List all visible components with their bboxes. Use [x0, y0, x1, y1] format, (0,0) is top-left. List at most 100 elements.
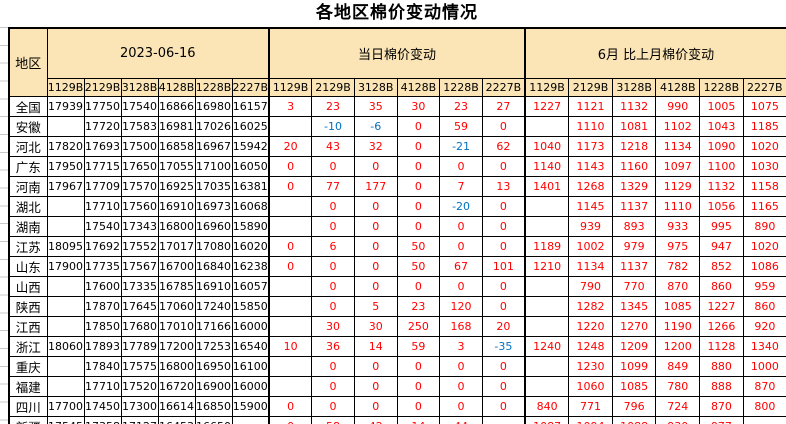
- price-cell[interactable]: 17335: [120, 275, 159, 297]
- daily-change-cell[interactable]: 0: [481, 275, 526, 297]
- price-cell[interactable]: 16960: [194, 215, 233, 237]
- monthly-change-cell[interactable]: 1056: [699, 195, 744, 217]
- price-cell[interactable]: 17735: [83, 255, 122, 277]
- price-cell[interactable]: 16980: [194, 95, 233, 117]
- daily-change-cell[interactable]: 250: [396, 315, 441, 337]
- monthly-change-cell[interactable]: 1137: [611, 255, 657, 277]
- group-header-date[interactable]: 2023-06-16: [46, 27, 270, 79]
- monthly-change-cell[interactable]: 1102: [655, 115, 701, 137]
- monthly-change-cell[interactable]: 1060: [568, 375, 613, 397]
- monthly-change-cell[interactable]: 880: [699, 355, 744, 377]
- daily-change-cell[interactable]: 0: [268, 235, 313, 257]
- monthly-change-cell[interactable]: 1043: [699, 115, 744, 137]
- price-cell[interactable]: 16981: [157, 115, 196, 137]
- price-cell[interactable]: 17358: [83, 415, 122, 424]
- daily-change-cell[interactable]: 0: [311, 155, 355, 177]
- monthly-change-cell[interactable]: [523, 295, 570, 317]
- column-header-date-1129b[interactable]: 1129B: [46, 77, 85, 97]
- price-cell[interactable]: 16910: [157, 195, 196, 217]
- price-cell[interactable]: 16925: [157, 175, 196, 197]
- price-cell[interactable]: 16614: [157, 395, 196, 417]
- daily-change-cell[interactable]: 0: [439, 375, 483, 397]
- monthly-change-cell[interactable]: 947: [699, 235, 744, 257]
- monthly-change-cell[interactable]: 1094: [568, 415, 613, 424]
- monthly-change-cell[interactable]: 1158: [742, 175, 786, 197]
- daily-change-cell[interactable]: -10: [311, 115, 355, 137]
- daily-change-cell[interactable]: 0: [268, 395, 313, 417]
- daily-change-cell[interactable]: 0: [353, 375, 398, 397]
- price-cell[interactable]: 17343: [120, 215, 159, 237]
- monthly-change-cell[interactable]: 849: [655, 355, 701, 377]
- column-header-date-3128b[interactable]: 3128B: [120, 77, 159, 97]
- column-header-monthly-4128b[interactable]: 4128B: [655, 77, 701, 97]
- daily-change-cell[interactable]: 0: [311, 275, 355, 297]
- daily-change-cell[interactable]: 30: [353, 315, 398, 337]
- price-cell[interactable]: 16238: [231, 255, 270, 277]
- price-cell[interactable]: [46, 275, 85, 297]
- price-cell[interactable]: 16866: [157, 95, 196, 117]
- daily-change-cell[interactable]: [481, 415, 526, 424]
- daily-change-cell[interactable]: 0: [396, 195, 441, 217]
- region-cell[interactable]: 新疆: [8, 415, 48, 424]
- monthly-change-cell[interactable]: 990: [655, 95, 701, 117]
- price-cell[interactable]: 17500: [120, 135, 159, 157]
- daily-change-cell[interactable]: 0: [353, 155, 398, 177]
- daily-change-cell[interactable]: 32: [353, 135, 398, 157]
- daily-change-cell[interactable]: -35: [481, 335, 526, 357]
- group-header-monthly-change[interactable]: 6月 比上月棉价变动: [523, 27, 786, 79]
- region-cell[interactable]: 山东: [8, 255, 48, 277]
- daily-change-cell[interactable]: 0: [353, 215, 398, 237]
- price-cell[interactable]: [46, 195, 85, 217]
- price-cell[interactable]: 17450: [83, 395, 122, 417]
- price-cell[interactable]: 17709: [83, 175, 122, 197]
- monthly-change-cell[interactable]: 1345: [611, 295, 657, 317]
- monthly-change-cell[interactable]: 840: [523, 395, 570, 417]
- price-cell[interactable]: 17967: [46, 175, 85, 197]
- monthly-change-cell[interactable]: 1140: [523, 155, 570, 177]
- daily-change-cell[interactable]: 0: [481, 375, 526, 397]
- price-cell[interactable]: 17026: [194, 115, 233, 137]
- daily-change-cell[interactable]: 0: [311, 195, 355, 217]
- price-cell[interactable]: 17200: [157, 335, 196, 357]
- daily-change-cell[interactable]: 14: [353, 335, 398, 357]
- daily-change-cell[interactable]: 0: [481, 355, 526, 377]
- region-cell[interactable]: 福建: [8, 375, 48, 397]
- column-header-date-1228b[interactable]: 1228B: [194, 77, 233, 97]
- monthly-change-cell[interactable]: [523, 375, 570, 397]
- daily-change-cell[interactable]: [268, 375, 313, 397]
- column-header-daily-1129b[interactable]: 1129B: [268, 77, 313, 97]
- region-cell[interactable]: 湖南: [8, 215, 48, 237]
- column-header-daily-4128b[interactable]: 4128B: [396, 77, 441, 97]
- daily-change-cell[interactable]: 0: [481, 155, 526, 177]
- price-cell[interactable]: 17240: [194, 295, 233, 317]
- price-cell[interactable]: 17055: [157, 155, 196, 177]
- region-cell[interactable]: 安徽: [8, 115, 48, 137]
- daily-change-cell[interactable]: 0: [396, 395, 441, 417]
- price-cell[interactable]: 17253: [194, 335, 233, 357]
- price-cell[interactable]: 17700: [46, 395, 85, 417]
- column-header-monthly-2227b[interactable]: 2227B: [742, 77, 786, 97]
- price-cell[interactable]: [46, 295, 85, 317]
- region-cell[interactable]: 河北: [8, 135, 48, 157]
- price-cell[interactable]: 17010: [157, 315, 196, 337]
- price-cell[interactable]: 16381: [231, 175, 270, 197]
- price-cell[interactable]: 17645: [120, 295, 159, 317]
- daily-change-cell[interactable]: 0: [439, 395, 483, 417]
- price-cell[interactable]: 17710: [83, 375, 122, 397]
- daily-change-cell[interactable]: 0: [439, 155, 483, 177]
- price-cell[interactable]: 16000: [231, 315, 270, 337]
- monthly-change-cell[interactable]: 930: [655, 415, 701, 424]
- monthly-change-cell[interactable]: 1128: [699, 335, 744, 357]
- monthly-change-cell[interactable]: 890: [742, 215, 786, 237]
- daily-change-cell[interactable]: [268, 275, 313, 297]
- monthly-change-cell[interactable]: 870: [655, 275, 701, 297]
- daily-change-cell[interactable]: 27: [481, 95, 526, 117]
- daily-change-cell[interactable]: 3: [439, 335, 483, 357]
- monthly-change-cell[interactable]: 1030: [742, 155, 786, 177]
- region-cell[interactable]: 广东: [8, 155, 48, 177]
- monthly-change-cell[interactable]: 724: [655, 395, 701, 417]
- region-cell[interactable]: 河南: [8, 175, 48, 197]
- monthly-change-cell[interactable]: 939: [568, 215, 613, 237]
- price-cell[interactable]: 17545: [46, 415, 85, 424]
- daily-change-cell[interactable]: 0: [268, 155, 313, 177]
